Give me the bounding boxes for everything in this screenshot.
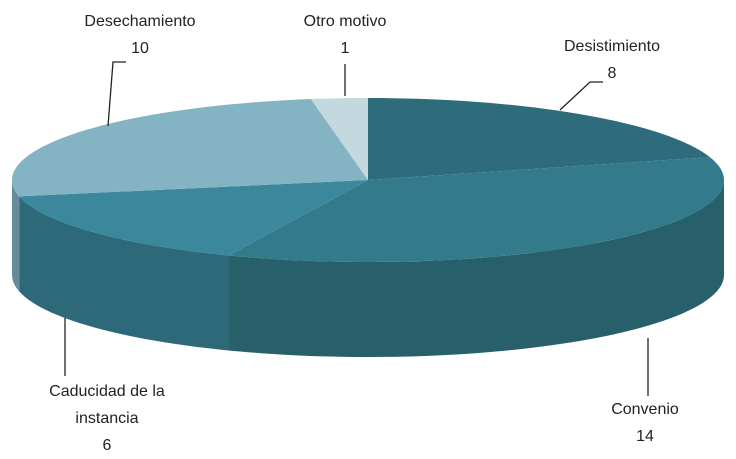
label-name: Desechamiento <box>84 13 196 30</box>
slice-side <box>228 180 724 357</box>
label-name: Convenio <box>611 401 679 418</box>
label-name: Caducidad de la instancia <box>49 383 165 427</box>
data-label: Desechamiento 10 <box>55 8 225 62</box>
side-shade <box>12 180 20 292</box>
leader-line <box>107 61 126 127</box>
side-shade <box>228 180 724 357</box>
label-value: 6 <box>102 437 112 454</box>
slice <box>310 98 368 180</box>
data-label: Caducidad de la instancia 6 <box>32 378 182 459</box>
label-value: 1 <box>340 40 350 57</box>
label-value: 10 <box>131 40 149 57</box>
side-shade <box>19 196 229 351</box>
data-label: Convenio 14 <box>560 396 730 450</box>
slice-side <box>19 196 229 351</box>
slice <box>228 157 724 262</box>
leader-line <box>559 81 603 111</box>
slice <box>19 180 369 256</box>
data-label: Desistimiento 8 <box>527 33 697 87</box>
data-label: Otro motivo 1 <box>260 8 430 62</box>
slice <box>12 99 369 197</box>
slice <box>368 98 710 180</box>
slice-side <box>12 180 20 292</box>
label-name: Desistimiento <box>563 38 661 55</box>
label-name: Otro motivo <box>303 13 387 30</box>
label-value: 14 <box>636 428 654 445</box>
label-value: 8 <box>607 65 617 82</box>
